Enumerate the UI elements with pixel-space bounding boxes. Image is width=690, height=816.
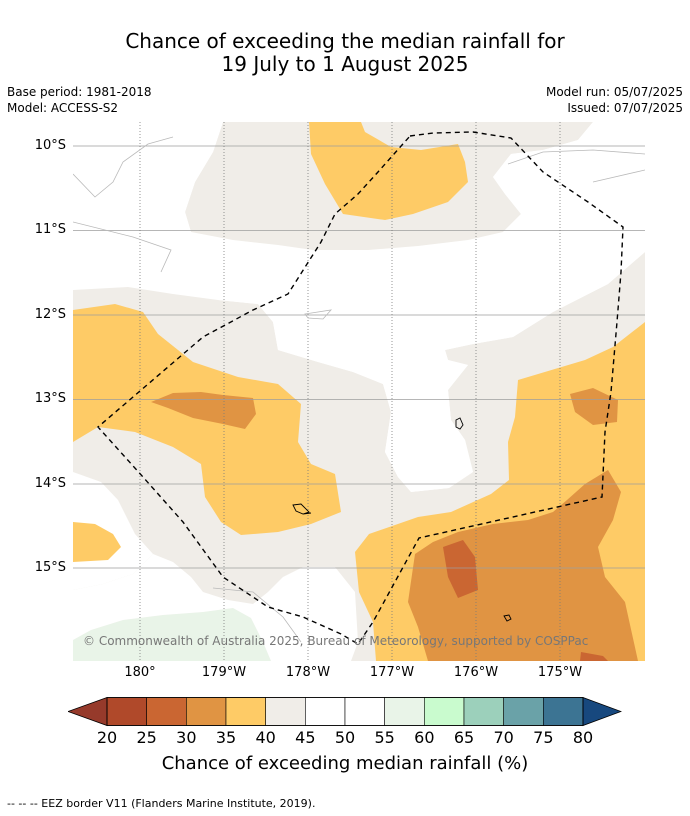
colorbar-tick-label: 65 [453,728,475,747]
rainfall-map: © Commonwealth of Australia 2025, Bureau… [73,122,645,661]
region-55-60 [73,608,271,661]
colorbar-tick-label: 40 [255,728,276,747]
region-25-30 [443,540,608,661]
colorbar-swatch [305,697,346,726]
colorbar [68,697,622,727]
lat-gridlines [73,145,645,569]
base-period-text: Base period: 1981-2018 [7,85,152,99]
lon-tick-175w: 175°W [537,665,583,680]
colorbar-tick-label: 45 [295,728,316,747]
colorbar-swatch [265,697,306,726]
colorbar-swatch [146,697,187,726]
colorbar-swatch [384,697,425,726]
colorbar-swatch [463,697,504,726]
colorbar-swatch [543,697,584,726]
colorbar-tick-label: 35 [215,728,237,747]
model-run-text: Model run: 05/07/2025 [545,85,683,99]
lat-tick-13s: 13°S [34,391,66,406]
colorbar-swatch [424,697,465,726]
lon-tick-180: 180° [124,665,156,680]
colorbar-tick-label: 55 [374,728,395,747]
eez-border-line [96,131,624,645]
title-line-2: 19 July to 1 August 2025 [221,52,469,76]
region-45-55 [73,122,645,661]
colorbar-tick-label: 20 [96,728,118,747]
eez-footnote: -- -- -- EEZ border V11 (Flanders Marine… [7,797,316,810]
title-line-1: Chance of exceeding the median rainfall … [125,29,565,53]
lat-tick-11s: 11°S [34,222,66,237]
chart-title: Chance of exceeding the median rainfall … [0,30,690,76]
colorbar-tick-label: 25 [136,728,157,747]
colorbar-tick-label: 60 [414,728,435,747]
colorbar-tick-label: 75 [533,728,554,747]
colorbar-swatch [106,697,147,726]
colorbar-swatch [344,697,385,726]
lat-tick-10s: 10°S [34,138,66,153]
colorbar-tick-label: 30 [176,728,197,747]
colorbar-tick-label: 70 [493,728,514,747]
lat-tick-15s: 15°S [34,560,66,575]
colorbar-swatch [503,697,544,726]
colorbar-swatch [186,697,227,726]
lon-tick-179w: 179°W [201,665,247,680]
colorbar-over-triangle [582,697,622,727]
issued-text: Issued: 07/07/2025 [567,101,683,115]
meta-right: Model run: 05/07/2025 Issued: 07/07/2025 [546,84,683,116]
colorbar-frame [106,697,584,726]
colorbar-tick-label: 50 [334,728,356,747]
lat-tick-14s: 14°S [34,476,66,491]
region-30-35 [151,388,638,661]
contour-lines [73,136,645,643]
colorbar-under-triangle [68,697,108,727]
lon-tick-176w: 176°W [453,665,499,680]
islands [292,417,512,622]
lon-tick-177w: 177°W [369,665,415,680]
colorbar-swatch [225,697,266,726]
copyright-text: © Commonwealth of Australia 2025, Bureau… [83,634,588,648]
colorbar-tick-label: 80 [572,728,594,747]
lat-tick-12s: 12°S [34,307,66,322]
colorbar-label: Chance of exceeding median rainfall (%) [161,753,529,774]
colorbar-swatches [106,697,584,726]
model-text: Model: ACCESS-S2 [7,101,119,115]
lon-tick-178w: 178°W [285,665,331,680]
meta-left: Base period: 1981-2018 Model: ACCESS-S2 [7,84,152,116]
